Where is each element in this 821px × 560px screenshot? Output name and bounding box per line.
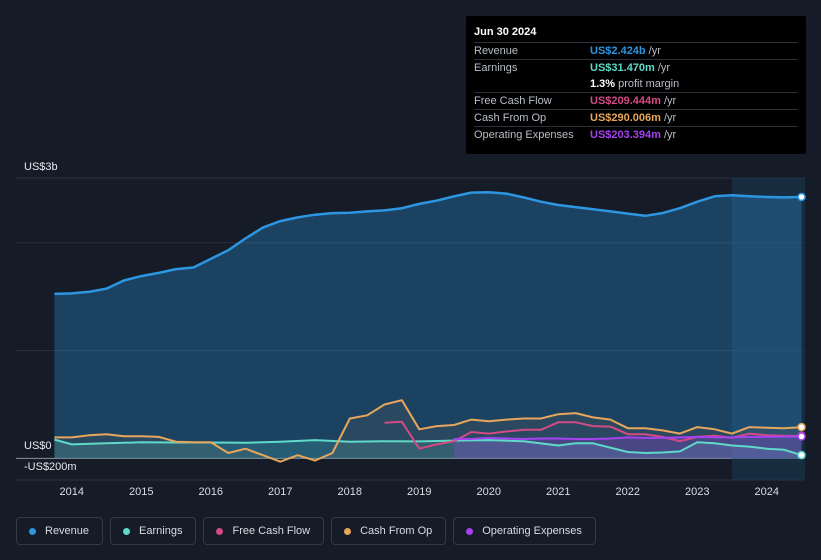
x-tick-2019: 2019: [407, 486, 431, 498]
revenue-end-marker: [797, 192, 806, 202]
tooltip-value: US$203.394m: [590, 129, 661, 141]
earnings-dot-icon: [123, 527, 131, 535]
x-tick-2014: 2014: [60, 486, 84, 498]
cash-from-op-end-marker: [797, 422, 806, 432]
profit-margin-value: 1.3%: [590, 78, 616, 90]
tooltip-label: Earnings: [474, 62, 518, 74]
tooltip-unit: /yr: [663, 112, 677, 124]
x-tick-2021: 2021: [546, 486, 570, 498]
tooltip-value: US$290.006m: [590, 112, 661, 124]
tooltip-unit: /yr: [657, 62, 671, 74]
legend-item-revenue[interactable]: Revenue: [16, 517, 104, 545]
tooltip-row-operating-expenses: Operating Expenses US$203.394m /yr: [474, 126, 798, 143]
earnings-area: [54, 439, 802, 459]
x-tick-2023: 2023: [685, 486, 709, 498]
tooltip-value: US$2.424b: [590, 45, 646, 57]
tooltip-label: Cash From Op: [474, 112, 547, 124]
legend-item-operating-expenses[interactable]: Operating Expenses: [453, 517, 596, 545]
tooltip-value: US$31.470m: [590, 62, 655, 74]
x-tick-2020: 2020: [477, 486, 501, 498]
earnings-end-marker: [797, 450, 806, 460]
tooltip-value: US$209.444m: [590, 95, 661, 107]
x-axis-ticks: 2014 2015 2016 2017 2018 2019 2020 2021 2022 2023…: [60, 486, 779, 498]
profit-margin-label: profit margin: [618, 78, 680, 90]
tooltip-date: Jun 30 2024: [474, 26, 537, 38]
x-tick-2015: 2015: [129, 486, 153, 498]
chart-legend: Revenue Earnings Free Cash Flow Cash Fro…: [16, 517, 596, 545]
x-tick-2018: 2018: [338, 486, 362, 498]
tooltip-unit: /yr: [663, 95, 677, 107]
tooltip-unit: /yr: [663, 129, 677, 141]
legend-label: Cash From Op: [360, 525, 433, 537]
legend-label: Operating Expenses: [482, 525, 582, 537]
series-fills: [54, 192, 802, 462]
y-label-zero: US$0: [24, 440, 52, 452]
grid-lines: [16, 177, 805, 481]
x-tick-2024: 2024: [755, 486, 779, 498]
tooltip-row-cash-from-op: Cash From Op US$290.006m /yr: [474, 109, 798, 126]
free-cash-flow-dot-icon: [216, 527, 224, 535]
x-tick-2016: 2016: [199, 486, 223, 498]
y-label-top: US$3b: [24, 161, 58, 173]
tooltip-row-free-cash-flow: Free Cash Flow US$209.444m /yr: [474, 92, 798, 109]
tooltip-label: Revenue: [474, 45, 519, 57]
tooltip-label: Free Cash Flow: [474, 95, 552, 107]
tooltip-label: Operating Expenses: [474, 129, 574, 141]
revenue-line: [54, 190, 802, 296]
tooltip-row-profit-margin: 1.3% profit margin: [474, 76, 798, 92]
series-lines: [54, 190, 802, 463]
cash-from-op-dot-icon: [344, 527, 352, 535]
cash-from-op-area: [54, 400, 802, 462]
tooltip-row-revenue: Revenue US$2.424b /yr: [474, 42, 798, 59]
legend-label: Free Cash Flow: [232, 525, 311, 537]
y-label-bottom: -US$200m: [24, 461, 77, 473]
revenue-dot-icon: [29, 527, 36, 535]
x-tick-2022: 2022: [616, 486, 640, 498]
operating-expenses-dot-icon: [466, 527, 474, 535]
operating-expenses-end-marker: [797, 432, 806, 441]
legend-item-earnings[interactable]: Earnings: [110, 517, 197, 545]
tooltip-unit: /yr: [648, 45, 661, 57]
x-tick-2017: 2017: [268, 486, 292, 498]
legend-item-cash-from-op[interactable]: Cash From Op: [331, 517, 447, 545]
operating-expenses-line: [454, 435, 802, 440]
operating-expenses-area: [454, 436, 802, 459]
revenue-area: [54, 192, 802, 459]
tooltip-row-earnings: Earnings US$31.470m /yr: [474, 59, 798, 76]
legend-label: Earnings: [139, 525, 183, 537]
legend-item-free-cash-flow[interactable]: Free Cash Flow: [203, 517, 325, 545]
series-end-markers: [797, 192, 806, 460]
hover-tooltip: Jun 30 2024 Revenue US$2.424b /yr Earnin…: [466, 16, 806, 154]
legend-label: Revenue: [45, 525, 90, 537]
cash-from-op-line: [54, 399, 802, 463]
